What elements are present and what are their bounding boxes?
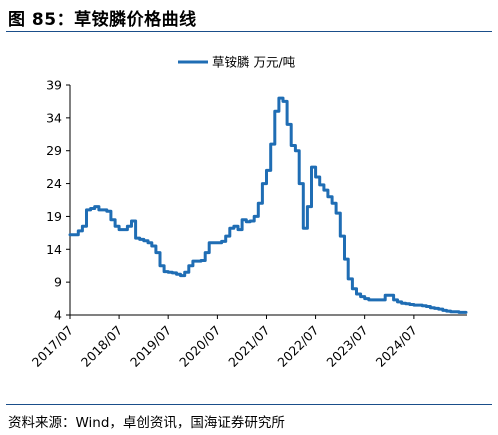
x-tick-label: 2024/07 xyxy=(373,323,420,370)
x-tick-label: 2021/07 xyxy=(225,323,272,370)
series-line-glufosinate-price xyxy=(68,96,468,314)
x-axis-ticks: 2017/07 2018/07 2019/07 2020/07 2021/07 2022/… xyxy=(29,315,420,370)
chart-legend: 草铵膦 万元/吨 xyxy=(178,55,296,70)
y-tick-label: 24 xyxy=(46,176,62,191)
y-tick-label: 14 xyxy=(46,242,62,257)
y-tick-label: 9 xyxy=(54,275,62,290)
y-tick-label: 4 xyxy=(54,308,62,323)
x-tick-label: 2020/07 xyxy=(176,323,223,370)
x-tick-label: 2018/07 xyxy=(78,323,125,370)
x-tick-label: 2019/07 xyxy=(127,323,174,370)
x-tick-label: 2017/07 xyxy=(29,323,76,370)
y-tick-label: 29 xyxy=(46,143,62,158)
y-tick-label: 19 xyxy=(46,209,62,224)
source-note: 资料来源：Wind，卓创资讯，国海证券研究所 xyxy=(8,415,285,431)
y-tick-label: 39 xyxy=(46,78,62,93)
y-tick-label: 34 xyxy=(46,110,62,125)
figure-title: 图 85：草铵膦价格曲线 xyxy=(8,10,197,30)
chart-axes xyxy=(69,85,467,316)
y-axis-ticks: 4 9 14 19 24 29 34 39 xyxy=(46,78,70,323)
x-tick-label: 2022/07 xyxy=(274,323,321,370)
legend-label: 草铵膦 万元/吨 xyxy=(212,55,296,70)
top-rule xyxy=(6,31,492,32)
bottom-rule xyxy=(6,404,492,405)
x-tick-label: 2023/07 xyxy=(323,323,370,370)
